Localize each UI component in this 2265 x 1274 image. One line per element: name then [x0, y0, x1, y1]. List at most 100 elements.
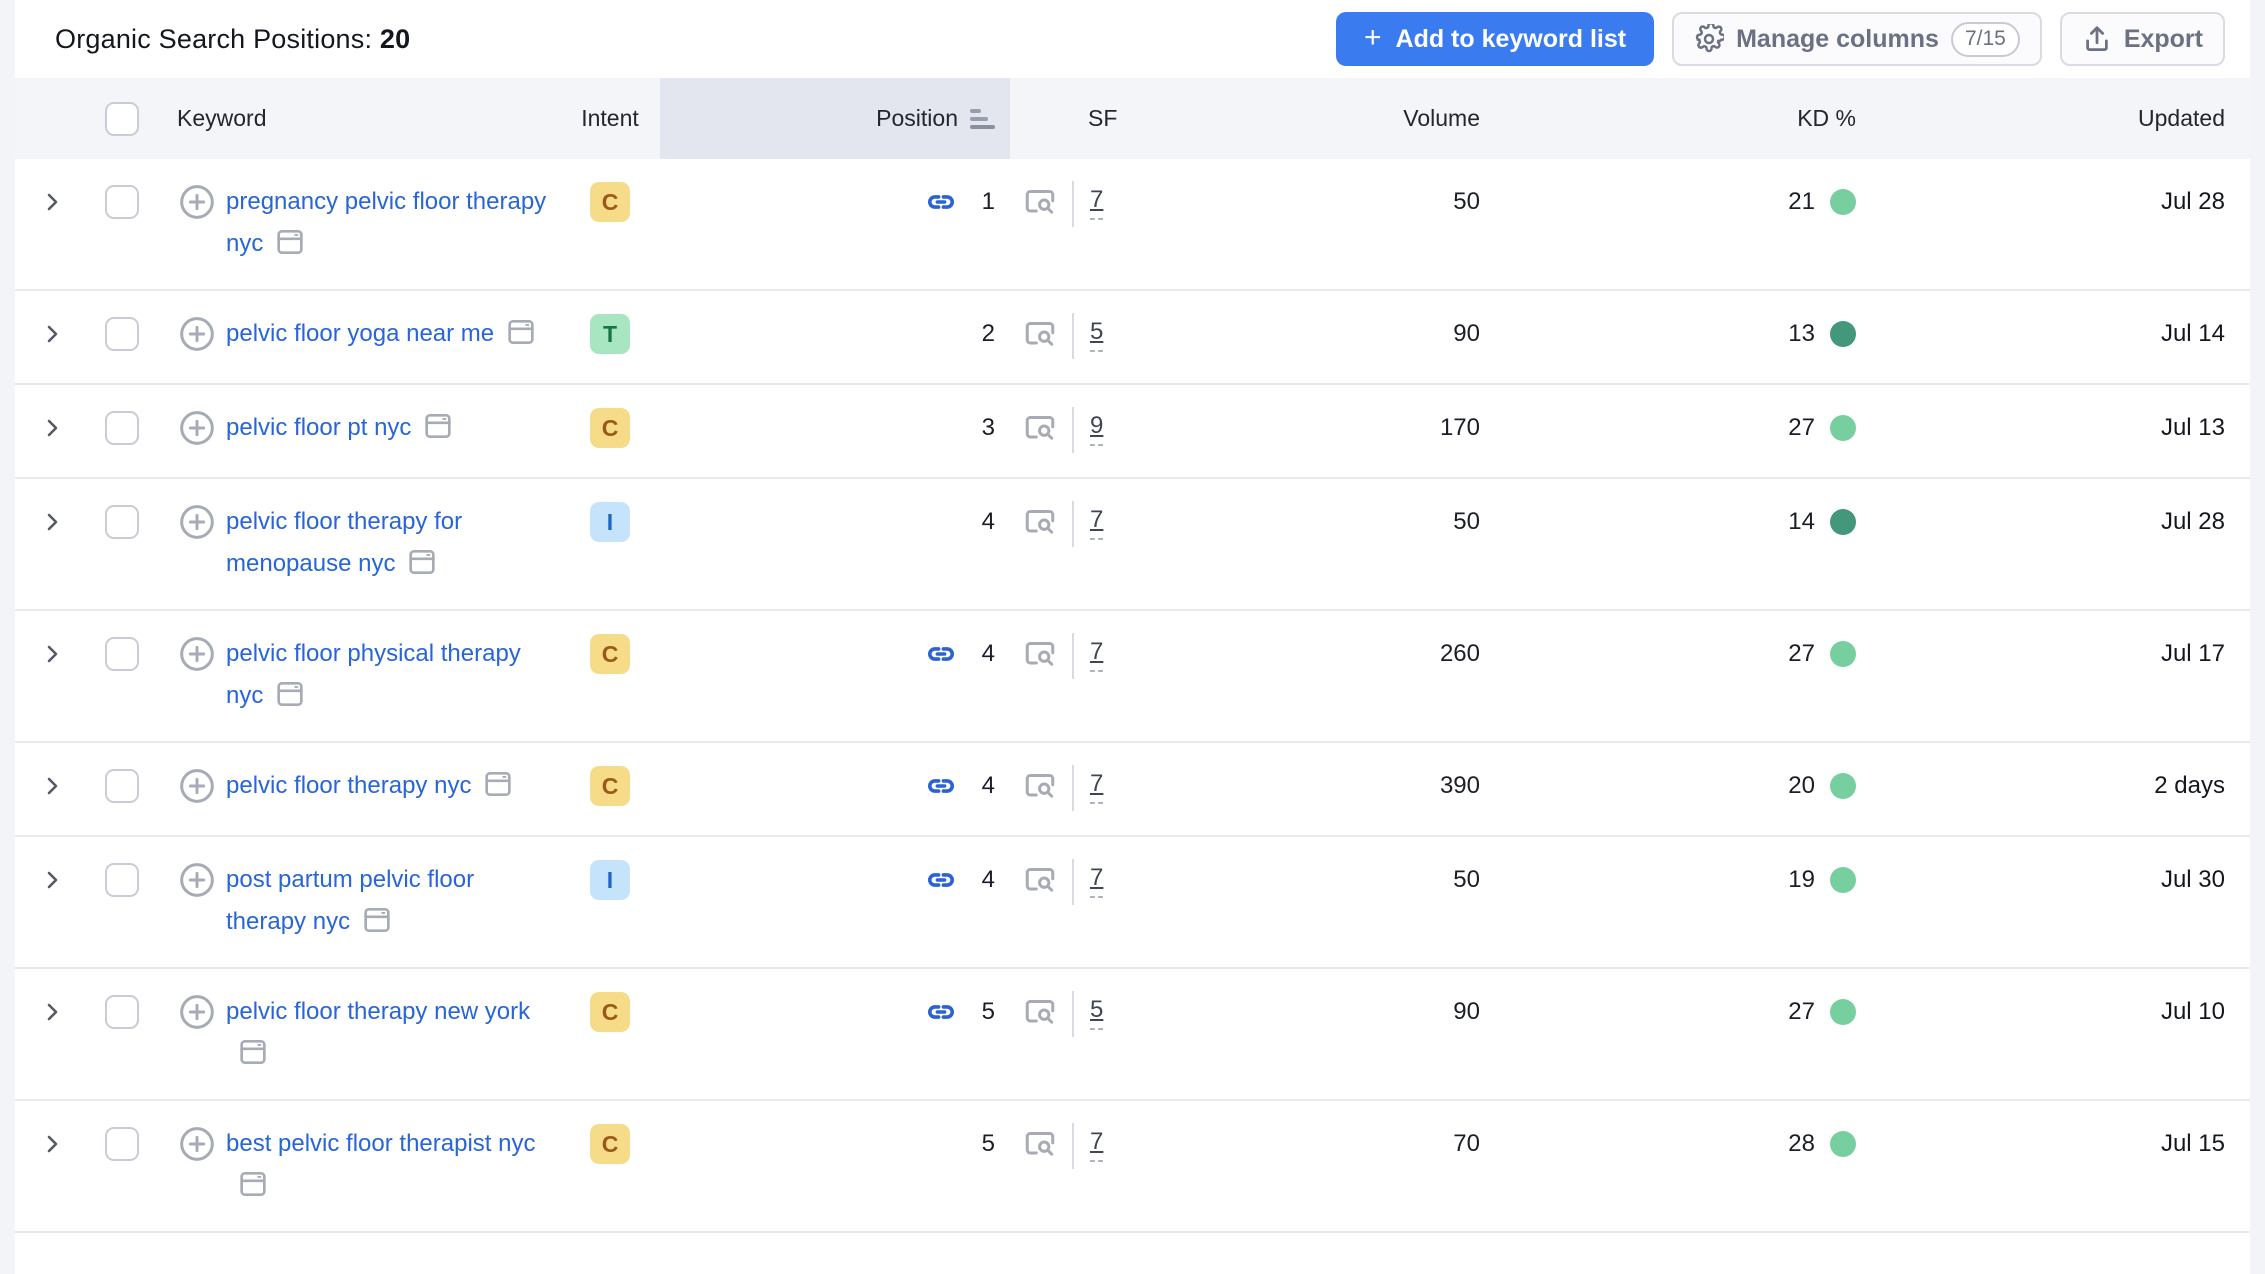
serp-preview-icon[interactable]	[1020, 184, 1060, 220]
keyword-link[interactable]: pelvic floor therapy new york	[226, 991, 560, 1075]
sf-count-link[interactable]: 5	[1090, 317, 1104, 352]
row-checkbox[interactable]	[105, 411, 139, 445]
divider	[1072, 181, 1074, 227]
position-link-icon[interactable]	[924, 186, 958, 218]
serp-page-icon[interactable]	[236, 1036, 270, 1068]
table-row: best pelvic floor therapist nyc C 5	[15, 1101, 2250, 1233]
keyword-text: pregnancy pelvic floor therapy nyc	[226, 188, 547, 257]
export-button[interactable]: Export	[2059, 12, 2225, 66]
sf-count-link[interactable]: 5	[1090, 995, 1104, 1030]
volume-value: 390	[1439, 772, 1480, 799]
row-checkbox[interactable]	[105, 505, 139, 539]
column-header-sf[interactable]: SF	[1088, 105, 1118, 131]
add-keyword-plus-icon[interactable]	[177, 992, 217, 1032]
intent-badge: C	[590, 1124, 630, 1164]
add-keyword-plus-icon[interactable]	[177, 860, 217, 900]
kd-difficulty-dot	[1830, 867, 1856, 893]
keyword-link[interactable]: post partum pelvic floor therapy nyc	[226, 859, 560, 943]
expand-chevron-icon[interactable]	[40, 510, 64, 534]
add-keyword-plus-icon[interactable]	[177, 314, 217, 354]
sf-count-link[interactable]: 7	[1090, 505, 1104, 540]
serp-preview-icon[interactable]	[1020, 316, 1060, 352]
add-keyword-plus-icon[interactable]	[177, 408, 217, 448]
sf-count-link[interactable]: 7	[1090, 769, 1104, 804]
divider	[1072, 313, 1074, 359]
row-checkbox[interactable]	[105, 863, 139, 897]
keyword-link[interactable]: pelvic floor therapy for menopause nyc	[226, 501, 560, 585]
divider	[1072, 859, 1074, 905]
serp-page-icon[interactable]	[405, 546, 439, 578]
serp-page-icon[interactable]	[273, 226, 307, 258]
row-checkbox[interactable]	[105, 995, 139, 1029]
serp-preview-icon[interactable]	[1020, 1126, 1060, 1162]
add-keyword-plus-icon[interactable]	[177, 766, 217, 806]
row-checkbox[interactable]	[105, 317, 139, 351]
serp-preview-icon[interactable]	[1020, 636, 1060, 672]
kd-value: 14	[1788, 508, 1815, 535]
add-keyword-plus-icon[interactable]	[177, 182, 217, 222]
column-header-kd[interactable]: KD %	[1797, 105, 1856, 131]
expand-chevron-icon[interactable]	[40, 774, 64, 798]
add-keyword-plus-icon[interactable]	[177, 1124, 217, 1164]
select-all-checkbox[interactable]	[105, 101, 139, 136]
row-checkbox[interactable]	[105, 769, 139, 803]
keyword-text: post partum pelvic floor therapy nyc	[226, 866, 475, 935]
expand-chevron-icon[interactable]	[40, 1000, 64, 1024]
keyword-link[interactable]: pregnancy pelvic floor therapy nyc	[226, 181, 560, 265]
manage-columns-button[interactable]: Manage columns 7/15	[1672, 12, 2042, 66]
expand-chevron-icon[interactable]	[40, 1132, 64, 1156]
serp-preview-icon[interactable]	[1020, 504, 1060, 540]
position-value: 4	[981, 866, 995, 893]
sf-count-link[interactable]: 7	[1090, 863, 1104, 898]
serp-preview-icon[interactable]	[1020, 994, 1060, 1030]
row-checkbox[interactable]	[105, 637, 139, 671]
expand-chevron-icon[interactable]	[40, 416, 64, 440]
sf-count-link[interactable]: 9	[1090, 411, 1104, 446]
keyword-link[interactable]: pelvic floor pt nyc	[226, 407, 455, 449]
expand-chevron-icon[interactable]	[40, 868, 64, 892]
add-to-keyword-list-button[interactable]: + Add to keyword list	[1335, 12, 1655, 66]
expand-chevron-icon[interactable]	[40, 642, 64, 666]
intent-badge: I	[590, 860, 630, 900]
sf-count-link[interactable]: 7	[1090, 1127, 1104, 1162]
kd-value: 28	[1788, 1130, 1815, 1157]
column-header-volume[interactable]: Volume	[1403, 105, 1480, 131]
column-header-position[interactable]: Position	[660, 78, 1010, 159]
sf-count-link[interactable]: 7	[1090, 185, 1104, 220]
position-link-icon[interactable]	[924, 638, 958, 670]
row-checkbox[interactable]	[105, 1127, 139, 1161]
expand-chevron-icon[interactable]	[40, 190, 64, 214]
serp-page-icon[interactable]	[481, 768, 515, 800]
expand-chevron-icon[interactable]	[40, 322, 64, 346]
column-header-updated[interactable]: Updated	[2138, 105, 2225, 131]
intent-badge: C	[590, 182, 630, 222]
kd-value: 19	[1788, 866, 1815, 893]
keyword-link[interactable]: pelvic floor yoga near me	[226, 313, 538, 355]
serp-page-icon[interactable]	[236, 1168, 270, 1200]
column-header-intent[interactable]: Intent	[581, 105, 639, 131]
serp-preview-icon[interactable]	[1020, 768, 1060, 804]
serp-preview-icon[interactable]	[1020, 862, 1060, 898]
table-row: pelvic floor yoga near me T 2	[15, 291, 2250, 385]
column-header-keyword[interactable]: Keyword	[177, 105, 267, 131]
keyword-link[interactable]: pelvic floor therapy nyc	[226, 765, 515, 807]
position-link-icon[interactable]	[924, 864, 958, 896]
organic-search-positions-panel: Organic Search Positions: 20 + Add to ke…	[15, 0, 2250, 1274]
serp-preview-icon[interactable]	[1020, 410, 1060, 446]
serp-page-icon[interactable]	[504, 316, 538, 348]
keyword-text: pelvic floor therapy nyc	[226, 772, 472, 799]
add-keyword-plus-icon[interactable]	[177, 634, 217, 674]
keyword-text: pelvic floor pt nyc	[226, 414, 412, 441]
position-link-icon[interactable]	[924, 770, 958, 802]
sf-count-link[interactable]: 7	[1090, 637, 1104, 672]
serp-page-icon[interactable]	[273, 678, 307, 710]
position-link-icon[interactable]	[924, 996, 958, 1028]
updated-value: Jul 17	[2160, 640, 2225, 667]
keyword-link[interactable]: best pelvic floor therapist nyc	[226, 1123, 560, 1207]
serp-page-icon[interactable]	[421, 410, 455, 442]
serp-page-icon[interactable]	[360, 904, 394, 936]
row-checkbox[interactable]	[105, 185, 139, 219]
keyword-link[interactable]: pelvic floor physical therapy nyc	[226, 633, 560, 717]
add-keyword-plus-icon[interactable]	[177, 502, 217, 542]
table-row: pelvic floor pt nyc C 3	[15, 385, 2250, 479]
